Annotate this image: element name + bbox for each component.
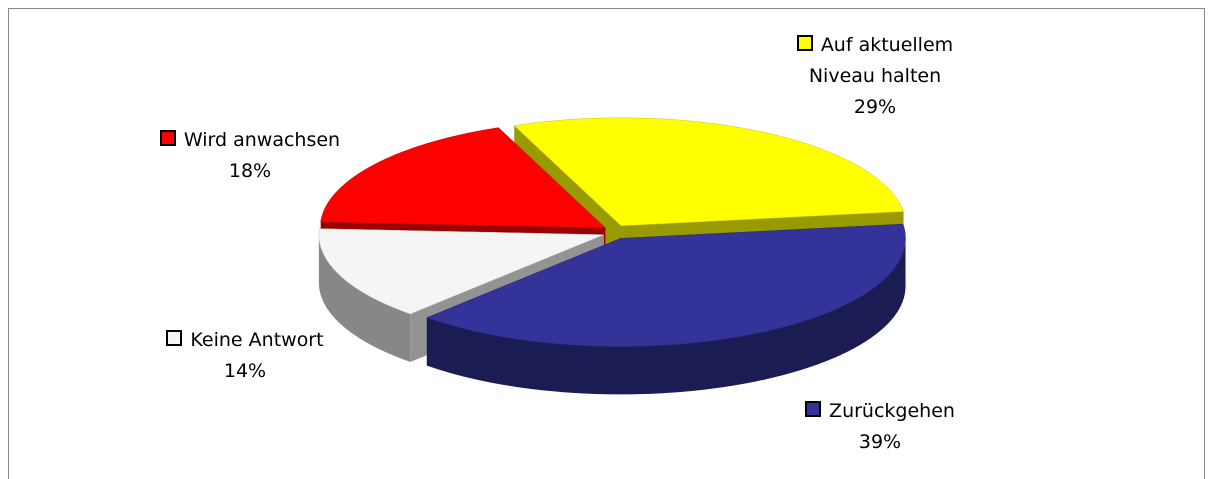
value-label: 39% (858, 431, 902, 453)
slice-side (318, 234, 411, 362)
slice-name: Zurückgehen (770, 396, 990, 427)
value-label: 29% (853, 96, 897, 118)
category-label: Zurückgehen (829, 400, 955, 422)
category-label: Keine Antwort (190, 329, 324, 351)
value-label: 14% (223, 360, 267, 382)
legend-swatch (796, 35, 813, 51)
legend-swatch (159, 130, 176, 146)
slice (513, 117, 904, 227)
legend-swatch (166, 330, 183, 346)
slice-label: Zurückgehen 39% (770, 396, 990, 458)
slice-name: Auf aktuellem Niveau halten (790, 30, 960, 92)
slice-side (426, 238, 906, 395)
value-label: 18% (228, 160, 272, 182)
slice-label: Auf aktuellem Niveau halten 29% (790, 30, 960, 123)
slice-name: Wird anwachsen (130, 125, 370, 156)
slice-label: Keine Antwort 14% (135, 325, 355, 387)
category-label: Auf aktuellem Niveau halten (808, 34, 954, 87)
slice-name: Keine Antwort (135, 325, 355, 356)
legend-swatch (805, 401, 822, 417)
chart-frame (8, 8, 1205, 479)
category-label: Wird anwachsen (183, 129, 341, 151)
slice (426, 223, 906, 347)
slice (318, 228, 604, 315)
slice-label: Wird anwachsen 18% (130, 125, 370, 187)
slice (320, 127, 606, 229)
